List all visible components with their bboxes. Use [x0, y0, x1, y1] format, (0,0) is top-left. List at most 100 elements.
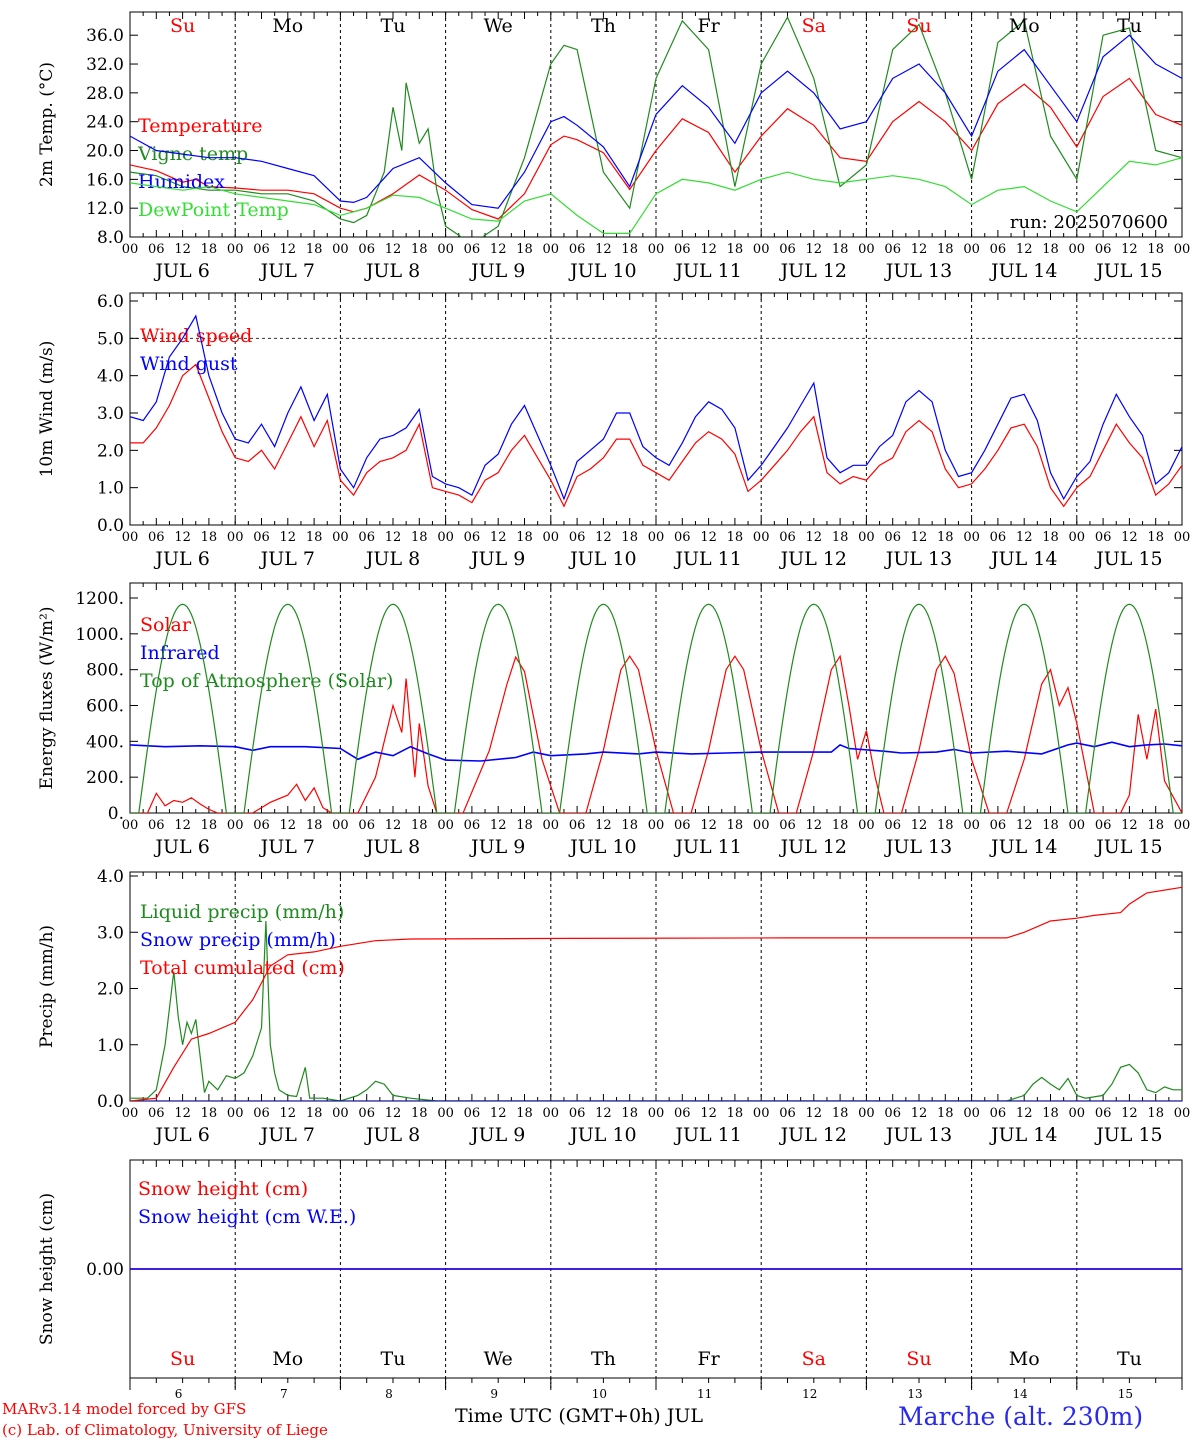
weekday-label: We	[484, 15, 513, 37]
hour-tick-label: 06	[358, 818, 375, 833]
hour-tick-label: 00	[648, 818, 665, 833]
hour-tick-label: 06	[779, 1106, 796, 1121]
date-label: JUL 6	[153, 1124, 209, 1146]
hour-tick-label: 12	[490, 530, 507, 545]
hour-tick-label: 18	[201, 530, 218, 545]
temp-legend-item: DewPoint Temp	[138, 199, 289, 221]
wind-panel: 0.0 1.0 2.0 3.0 4.0 5.0 6.0 10m Wind (m/s) Wind …	[37, 292, 1191, 570]
day-number-label: 8	[385, 1387, 393, 1401]
hour-tick-label: 12	[280, 242, 297, 257]
hour-tick-label: 18	[306, 818, 323, 833]
hour-tick-label: 06	[884, 1106, 901, 1121]
hour-tick-label: 00	[332, 818, 349, 833]
hour-tick-label: 06	[884, 242, 901, 257]
hour-tick-label: 12	[1121, 818, 1138, 833]
hour-tick-label: 06	[990, 1106, 1007, 1121]
precip-series-total-cumulated-cm	[130, 886, 1182, 1101]
hour-tick-label: 06	[253, 242, 270, 257]
hour-tick-label: 06	[148, 818, 165, 833]
hour-tick-label: 18	[306, 242, 323, 257]
hour-tick-label: 12	[174, 242, 191, 257]
hour-tick-label: 18	[1147, 1106, 1164, 1121]
hour-tick-label: 12	[595, 818, 612, 833]
hour-tick-label: 12	[174, 818, 191, 833]
y-tick-label: 28.0	[86, 84, 124, 104]
day-number-label: 14	[1013, 1387, 1029, 1401]
weekday-label: Tu	[381, 15, 406, 37]
weekday-label: Tu	[1117, 15, 1142, 37]
hour-tick-label: 06	[674, 818, 691, 833]
temp-series-vigne-temp	[130, 15, 1182, 237]
date-label: JUL 6	[153, 260, 209, 282]
hour-tick-label: 12	[911, 242, 928, 257]
date-label: JUL 7	[259, 548, 315, 570]
hour-tick-label: 00	[963, 242, 980, 257]
snow-legend-item: Snow height (cm)	[138, 1178, 308, 1200]
wind-legend-item: Wind speed	[140, 325, 252, 347]
hour-tick-label: 18	[411, 818, 428, 833]
hour-tick-label: 00	[543, 530, 560, 545]
y-tick-label: 24.0	[86, 113, 124, 133]
hour-tick-label: 12	[1121, 530, 1138, 545]
y-tick-label: 36.0	[86, 26, 124, 46]
hour-tick-label: 18	[201, 242, 218, 257]
hour-tick-label: 00	[437, 818, 454, 833]
hour-tick-label: 00	[753, 818, 770, 833]
hour-tick-label: 06	[779, 530, 796, 545]
hour-tick-label: 18	[411, 242, 428, 257]
date-label: JUL 6	[153, 836, 209, 858]
date-label: JUL 9	[469, 548, 525, 570]
day-number-label: 10	[592, 1387, 607, 1401]
run-label: run: 2025070600	[1010, 212, 1168, 233]
y-tick-label: 8.0	[97, 228, 124, 248]
hour-tick-label: 06	[674, 530, 691, 545]
energy-legend-item: Top of Atmosphere (Solar)	[140, 670, 393, 692]
hour-tick-label: 12	[1121, 1106, 1138, 1121]
hour-tick-label: 00	[1174, 530, 1191, 545]
hour-tick-label: 12	[280, 530, 297, 545]
hour-tick-label: 00	[858, 530, 875, 545]
hour-tick-label: 00	[122, 242, 139, 257]
hour-tick-label: 18	[516, 1106, 533, 1121]
weekday-label: Tu	[381, 1348, 406, 1370]
hour-tick-label: 00	[332, 1106, 349, 1121]
hour-tick-label: 00	[227, 530, 244, 545]
wind-y-axis-label: 10m Wind (m/s)	[37, 341, 57, 478]
hour-tick-label: 12	[174, 1106, 191, 1121]
date-label: JUL 8	[364, 260, 420, 282]
hour-tick-label: 12	[174, 530, 191, 545]
y-tick-label: 0.	[108, 804, 124, 824]
hour-tick-label: 00	[122, 530, 139, 545]
hour-tick-label: 00	[648, 530, 665, 545]
hour-tick-label: 18	[937, 1106, 954, 1121]
date-label: JUL 14	[989, 548, 1057, 570]
hour-tick-label: 00	[1174, 818, 1191, 833]
hour-tick-label: 18	[832, 1106, 849, 1121]
date-label: JUL 14	[989, 836, 1057, 858]
hour-tick-label: 06	[148, 242, 165, 257]
energy-legend-item: Infrared	[140, 642, 220, 664]
snow-panel: 0.00 Snow height (cm) Snow height (cm) Snow…	[37, 1159, 1183, 1401]
temp-series-humidex	[130, 34, 1182, 209]
hour-tick-label: 00	[963, 818, 980, 833]
date-label: JUL 10	[568, 260, 636, 282]
hour-tick-label: 00	[332, 530, 349, 545]
hour-tick-label: 00	[963, 1106, 980, 1121]
weekday-label: Su	[170, 15, 195, 37]
y-tick-label: 1.0	[97, 479, 124, 499]
hour-tick-label: 00	[648, 1106, 665, 1121]
hour-tick-label: 00	[648, 242, 665, 257]
lab-credit: (c) Lab. of Climatology, University of L…	[2, 1421, 328, 1439]
hour-tick-label: 12	[911, 1106, 928, 1121]
y-tick-label: 0.0	[97, 516, 124, 536]
hour-tick-label: 18	[411, 530, 428, 545]
hour-tick-label: 06	[884, 530, 901, 545]
weekday-label: Tu	[1117, 1348, 1142, 1370]
precip-panel: 0.0 1.0 2.0 3.0 4.0 Precip (mm/h) Liquid preci…	[37, 867, 1190, 1146]
hour-tick-label: 18	[1042, 1106, 1059, 1121]
hour-tick-label: 18	[621, 818, 638, 833]
hour-tick-label: 18	[937, 242, 954, 257]
energy-series-top-of-atmosphere-solar	[130, 603, 1182, 813]
hour-tick-label: 18	[937, 818, 954, 833]
hour-tick-label: 06	[253, 818, 270, 833]
